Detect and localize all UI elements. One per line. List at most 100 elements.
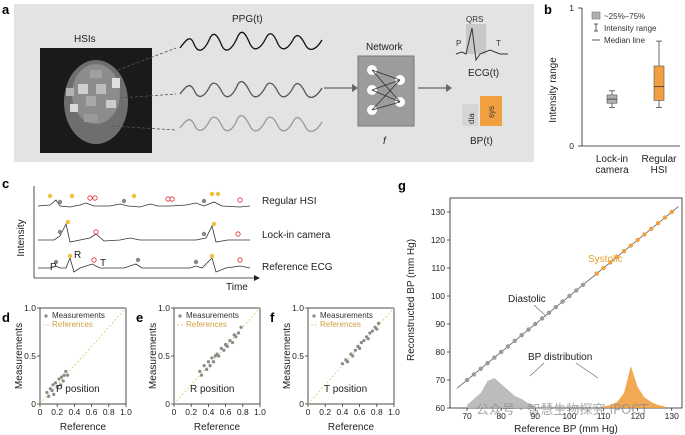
panel-g-ytick-label-4: 100 (431, 291, 445, 301)
panel-b-ytick-label-1: 1 (569, 3, 574, 13)
panel-c-letter: c (2, 176, 9, 191)
panel-d-xtick-label-0: 0 (38, 407, 43, 417)
panel-g-diastolic-point-17 (580, 282, 586, 287)
trace-lock-in (38, 222, 250, 243)
panel-e-reference-line (173, 307, 261, 405)
panel-g: g Reconstructed BP (mm Hg) 70 80 90 100 110 1… (398, 178, 683, 435)
panel-e-xtick-label-4: 0.8 (237, 407, 249, 417)
wave-markers (47, 191, 243, 265)
panel-e-point-4 (206, 360, 210, 364)
box-iqr-1 (653, 65, 665, 101)
panel-d-legend-0: Measurements (52, 311, 105, 320)
panel-e-ylabel: Measurements (148, 323, 159, 389)
panel-e-point-11 (219, 346, 223, 350)
panel-e-point-14 (225, 344, 229, 348)
panel-e-xtick-label-2: 0.4 (202, 407, 214, 417)
ppg-wave-3 (179, 114, 323, 133)
panel-e-xtick-label-1: 0.2 (185, 407, 197, 417)
panel-g-xtick-label-4: 110 (597, 411, 611, 421)
panel-f-point-0 (340, 362, 344, 366)
distribution-label: BP distribution (528, 352, 592, 363)
panel-b-cat-1-line-1: Lock-in (596, 154, 628, 165)
bp-output: dia sys BP(t) (462, 96, 502, 147)
panel-e-point-3 (205, 367, 209, 372)
panel-g-diastolic-point-12 (546, 310, 552, 315)
panel-d-point-10 (59, 375, 64, 379)
trace-label-lock-in: Lock-in camera (262, 230, 331, 241)
panel-e-point-0 (198, 369, 202, 373)
panel-d-ylabel: Measurements (14, 323, 25, 389)
panel-e-point-2 (202, 364, 206, 368)
panel-g-ytick-label-1: 70 (436, 375, 446, 385)
panel-b-cat-2-line-1: Regular (641, 154, 677, 165)
sys-label: sys (487, 106, 496, 118)
panel-g-ytick-label-6: 120 (431, 235, 445, 245)
panel-e-legend-1: References (186, 320, 227, 329)
trace-label-reference-ecg: Reference ECG (262, 262, 333, 273)
panel-e-point-19 (236, 331, 241, 335)
panel-f-point-8 (359, 340, 363, 345)
ecg-output: QRS P T ECG(t) (455, 15, 508, 79)
panel-e-point-16 (230, 340, 235, 345)
qrs-label: QRS (466, 15, 483, 24)
panel-g-xtick-label-1: 80 (496, 411, 506, 421)
panel-f-reference-line (307, 307, 395, 405)
panel-g-ylabel: Reconstructed BP (mm Hg) (406, 239, 417, 361)
panel-f: f0 0.2 0.4 0.6 0.8 1.000.51.0MeasurementsRefe… (270, 303, 400, 433)
panel-f-point-15 (375, 327, 379, 331)
panel-g-systolic-point-6 (635, 237, 640, 243)
panel-g-ytick-label-5: 110 (431, 263, 445, 273)
panel-e-point-20 (239, 325, 243, 329)
panel-f-point-12 (368, 331, 372, 335)
panel-b-cat-2-line-2: HSI (651, 165, 668, 176)
dia-label: dia (467, 113, 476, 124)
panel-d-letter: d (2, 310, 10, 325)
ppg-wave-2 (179, 80, 323, 99)
panel-e-xlabel: Reference (194, 422, 241, 433)
panel-e-xtick-label-5: 1.0 (254, 407, 266, 417)
panel-f-legend-0: Measurements (320, 311, 373, 320)
panel-f-letter: f (270, 310, 275, 325)
panel-b-letter: b (544, 2, 552, 17)
panel-d-point-5 (52, 392, 56, 396)
r-marker-label: R (74, 250, 81, 261)
panel-f-ytick-label-1: 0.5 (292, 351, 304, 361)
panel-f-xtick-label-1: 0.2 (319, 407, 331, 417)
panel-f-ytick-label-2: 1.0 (292, 303, 304, 313)
panel-g-xlabel: Reference BP (mm Hg) (514, 424, 618, 435)
panel-d-ytick-label-1: 0.5 (24, 351, 36, 361)
panel-g-xtick-label-5: 120 (631, 411, 645, 421)
panel-f-xtick-label-0: 0 (306, 407, 311, 417)
legend-range: Intensity range (604, 24, 657, 33)
panel-g-systolic-point-3 (614, 254, 620, 259)
panel-g-xtick-label-3: 100 (562, 411, 576, 421)
panel-f-point-2 (345, 360, 350, 364)
hsis-label: HSIs (74, 34, 96, 45)
panel-d-point-11 (61, 379, 65, 383)
panel-g-systolic-point-1 (601, 265, 606, 271)
panel-g-systolic-point-4 (621, 249, 627, 254)
panel-f-ytick-label-0: 0 (299, 399, 304, 409)
panel-g-diastolic-point-5 (498, 349, 504, 355)
panel-g-diastolic-point-9 (526, 327, 531, 332)
panel-e-point-6 (210, 356, 214, 360)
panel-d-xtick-label-4: 0.8 (103, 407, 115, 417)
panel-e-letter: e (136, 310, 143, 325)
panel-a: a HSIs PPG(t) Network (2, 2, 534, 162)
legend-median: Median line (604, 36, 645, 45)
panel-e-point-18 (234, 335, 238, 339)
panel-g-diastolic-point-4 (492, 355, 497, 360)
diastolic-label: Diastolic (508, 294, 546, 305)
t-marker-label: T (100, 258, 106, 269)
distribution-area-1 (603, 366, 665, 408)
panel-f-point-4 (351, 354, 355, 358)
panel-g-diastolic-point-6 (505, 344, 511, 349)
panel-d-xtick-label-3: 0.6 (86, 407, 98, 417)
p-wave-label: P (456, 39, 461, 48)
panel-e-legend-0: Measurements (186, 311, 239, 320)
panel-g-diastolic-point-13 (553, 305, 558, 310)
legend-iqr: ~25%–75% (604, 12, 645, 21)
panel-b-ylabel: Intensity range (548, 57, 559, 123)
panel-d-point-0 (45, 390, 49, 395)
panel-g-letter: g (398, 178, 406, 193)
